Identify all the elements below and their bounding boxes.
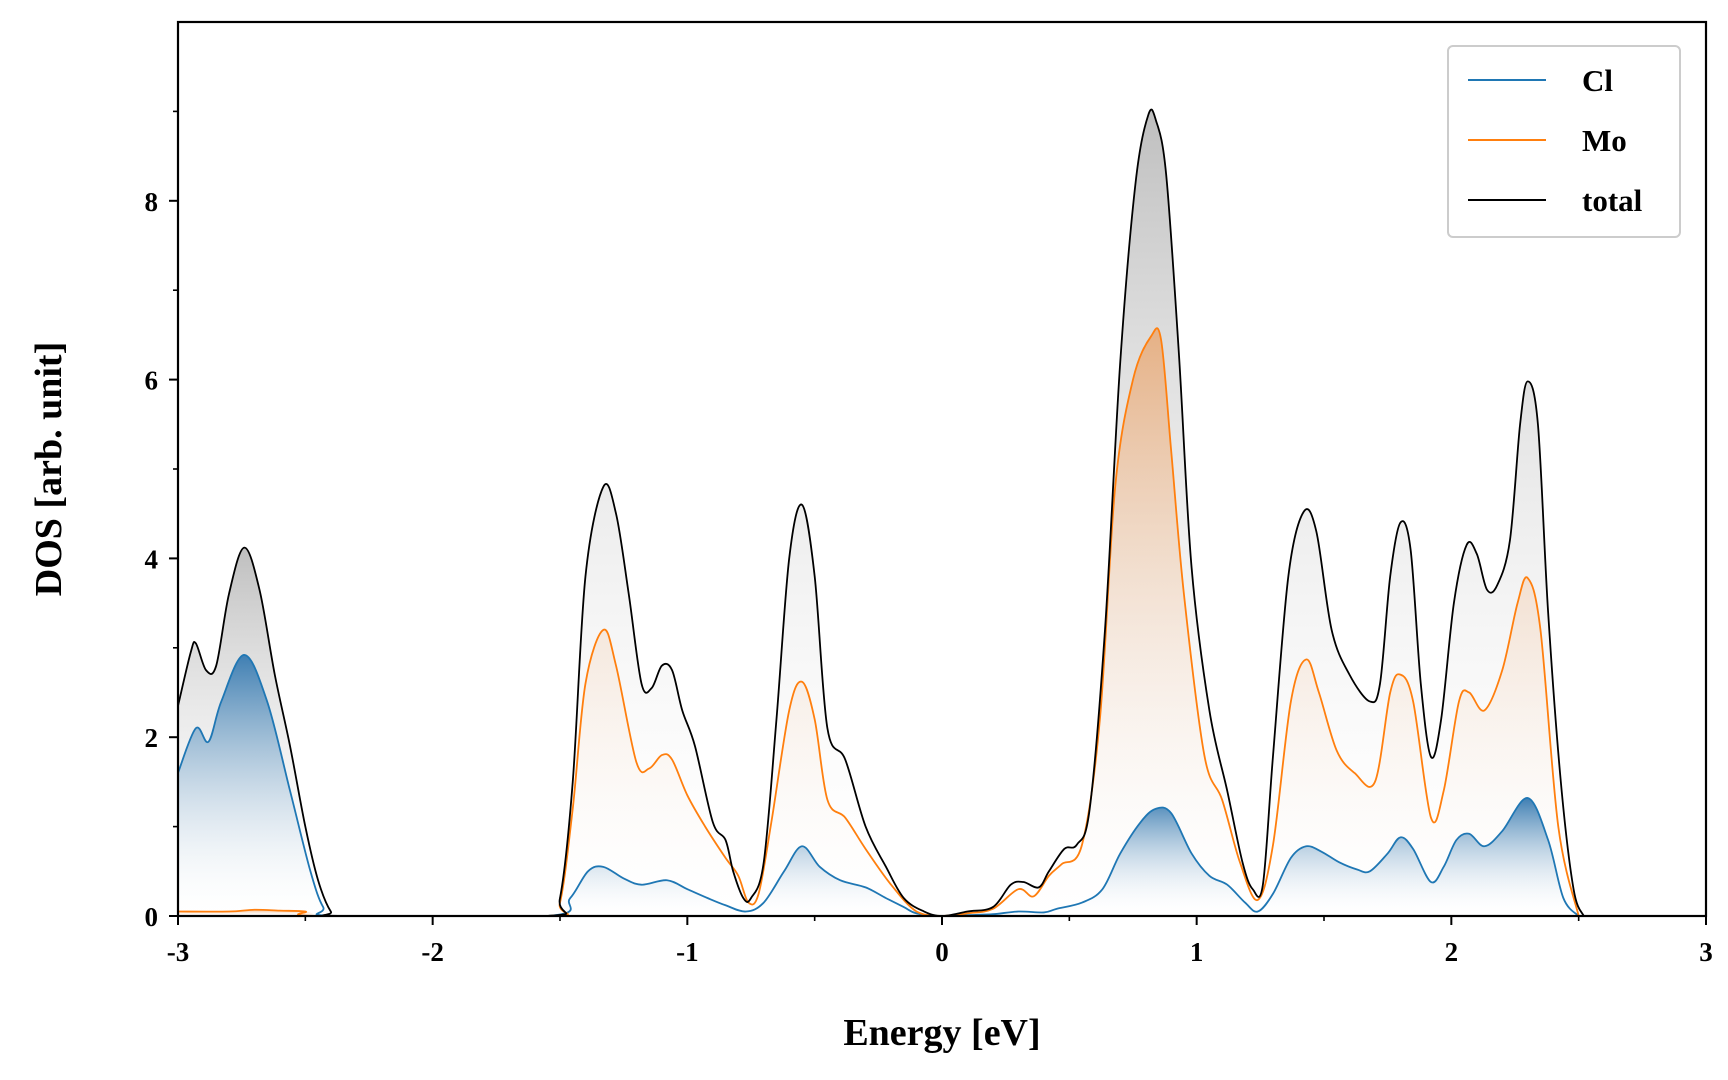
- y-tick-label: 2: [145, 723, 159, 753]
- y-tick-label: 0: [145, 902, 159, 932]
- fill-cl: [547, 797, 1579, 916]
- x-tick-label: -3: [167, 937, 190, 967]
- axis-ticks: [169, 110, 1707, 925]
- y-axis-title: DOS [arb. unit]: [28, 342, 70, 596]
- legend-label-mo: Mo: [1582, 123, 1627, 158]
- x-tick-label: 2: [1445, 937, 1459, 967]
- fill-total: [547, 109, 1584, 917]
- y-tick-label: 6: [145, 366, 159, 396]
- legend: Cl Mo total: [1447, 45, 1681, 238]
- fill-mo: [547, 328, 1579, 916]
- x-tick-label: 1: [1190, 937, 1204, 967]
- series-line-total: [177, 108, 1585, 917]
- x-tick-label: 0: [935, 937, 949, 967]
- fill-cl: [178, 654, 336, 916]
- x-tick-label: -1: [676, 937, 699, 967]
- x-tick-label: -2: [421, 937, 444, 967]
- series-fills: [178, 109, 1584, 917]
- legend-label-cl: Cl: [1582, 63, 1613, 98]
- y-tick-label: 8: [145, 187, 159, 217]
- series-line-mo: [177, 327, 1580, 917]
- legend-box: [1447, 45, 1681, 238]
- x-axis-title: Energy [eV]: [843, 1012, 1040, 1054]
- legend-label-total: total: [1582, 183, 1643, 218]
- x-tick-label: 3: [1699, 937, 1713, 967]
- y-tick-label: 4: [145, 544, 159, 574]
- tick-labels: -3 -2 -1 0 1 2 3 0 2 4 6 8: [145, 187, 1713, 967]
